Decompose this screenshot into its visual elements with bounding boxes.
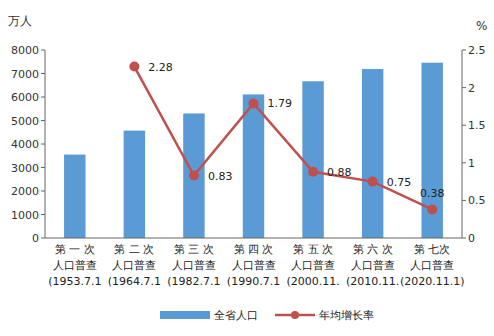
legend-marker: [291, 311, 299, 319]
y-axis-title: 万人: [8, 14, 32, 28]
marker: [249, 98, 259, 108]
x-tick-label-line: (1990.7.1: [227, 275, 280, 288]
x-tick-label-line: 人口普查: [410, 259, 454, 272]
x-tick-label-line: 第 五 次: [293, 243, 333, 256]
x-tick-label-line: 第 四 次: [234, 243, 274, 256]
x-tick-label-line: 人口普查: [172, 259, 216, 272]
data-label: 2.28: [148, 61, 173, 74]
y-tick: [41, 191, 45, 192]
x-tick-label: 第 六 次人口普查 (2010.11.: [346, 243, 399, 288]
y-axis: [45, 50, 46, 238]
x-tick-label: 第 五 次人口普查 (2000.11.: [286, 243, 339, 288]
x-tick-label: 第 三 次人口普查 (1982.7.1: [167, 243, 220, 288]
y2-tick: [462, 87, 466, 88]
x-tick-label-line: 人口普查: [112, 259, 156, 272]
bar: [421, 63, 442, 238]
legend: 全省人口 年均增长率: [160, 309, 374, 322]
legend-swatch: [160, 311, 210, 319]
y2-tick-label: 2.5: [468, 44, 486, 57]
data-label: 0.75: [387, 176, 412, 189]
marker: [368, 177, 378, 187]
y-tick-label: 7000: [11, 68, 39, 81]
x-tick-label-line: (1982.7.1: [167, 275, 220, 288]
y2-tick: [462, 50, 466, 51]
y-tick-label: 6000: [11, 91, 39, 104]
x-tick-label-line: (1964.7.1: [108, 275, 161, 288]
x-tick-label: 第 七次人口普查 (2020.11.1): [400, 243, 465, 288]
x-tick-label: 第 二 次人口普查 (1964.7.1: [108, 243, 161, 288]
y2-tick-label: 2: [468, 82, 475, 95]
x-tick-label-line: (2000.11.: [286, 275, 339, 288]
y-tick: [41, 50, 45, 51]
y-tick-label: 1000: [11, 209, 39, 222]
y2-tick: [462, 200, 466, 201]
x-tick-label-line: 人口普查: [53, 259, 97, 272]
x-tick-label-line: 第 六 次: [353, 243, 393, 256]
y-tick: [41, 120, 45, 121]
y2-tick-label: 0: [468, 232, 475, 245]
marker: [427, 204, 437, 214]
x-tick-label-line: 第 三 次: [174, 243, 214, 256]
bar: [183, 113, 204, 238]
x-tick-label: 第 一 次人口普查 (1953.7.1: [48, 243, 101, 288]
x-tick-label-line: 第 二 次: [114, 243, 154, 256]
legend-label: 全省人口: [214, 309, 258, 322]
y-tick-label: 0: [32, 232, 39, 245]
bar: [243, 94, 264, 238]
x-tick-label-line: (2010.11.: [346, 275, 399, 288]
y-tick: [41, 97, 45, 98]
y-tick-label: 4000: [11, 138, 39, 151]
data-label: 0.38: [420, 187, 445, 200]
y-tick-label: 5000: [11, 115, 39, 128]
y2-axis-title: %: [476, 19, 487, 33]
y2-tick: [462, 125, 466, 126]
chart: 万人% 0 1000 2000 3000 4000 5000 6000 7000 8000 0 0.5…: [0, 0, 494, 336]
x-axis: [45, 238, 462, 239]
y-tick: [41, 73, 45, 74]
y-tick: [41, 238, 45, 239]
y-tick-label: 3000: [11, 162, 39, 175]
x-tick-label-line: 人口普查: [291, 259, 335, 272]
y-tick: [41, 214, 45, 215]
x-tick-label-line: 人口普查: [232, 259, 276, 272]
marker: [129, 62, 139, 72]
marker: [189, 171, 199, 181]
legend-label: 年均增长率: [319, 309, 374, 322]
plot-area: [64, 62, 443, 238]
y-tick-label: 2000: [11, 185, 39, 198]
y-tick: [41, 167, 45, 168]
bar: [302, 81, 323, 238]
x-tick-label-line: 第 七次: [414, 243, 451, 256]
y2-tick-label: 0.5: [468, 194, 486, 207]
bar: [124, 131, 145, 238]
x-tick-label-line: (1953.7.1: [48, 275, 101, 288]
data-label: 1.79: [268, 97, 293, 110]
data-label: 0.83: [208, 170, 233, 183]
y2-tick: [462, 162, 466, 163]
data-label: 0.88: [327, 166, 352, 179]
y-tick: [41, 144, 45, 145]
x-tick-label-line: 第 一 次: [55, 243, 95, 256]
marker: [308, 167, 318, 177]
x-tick-label-line: 人口普查: [351, 259, 395, 272]
x-tick-label: 第 四 次人口普查 (1990.7.1: [227, 243, 280, 288]
y2-tick-label: 1.5: [468, 119, 486, 132]
y2-tick: [462, 238, 466, 239]
y2-axis: [462, 50, 463, 238]
line: [134, 67, 432, 210]
bar: [362, 69, 383, 238]
bar: [64, 155, 85, 238]
x-tick-label-line: (2020.11.1): [400, 275, 465, 288]
y-tick-label: 8000: [11, 44, 39, 57]
y2-tick-label: 1: [468, 157, 475, 170]
